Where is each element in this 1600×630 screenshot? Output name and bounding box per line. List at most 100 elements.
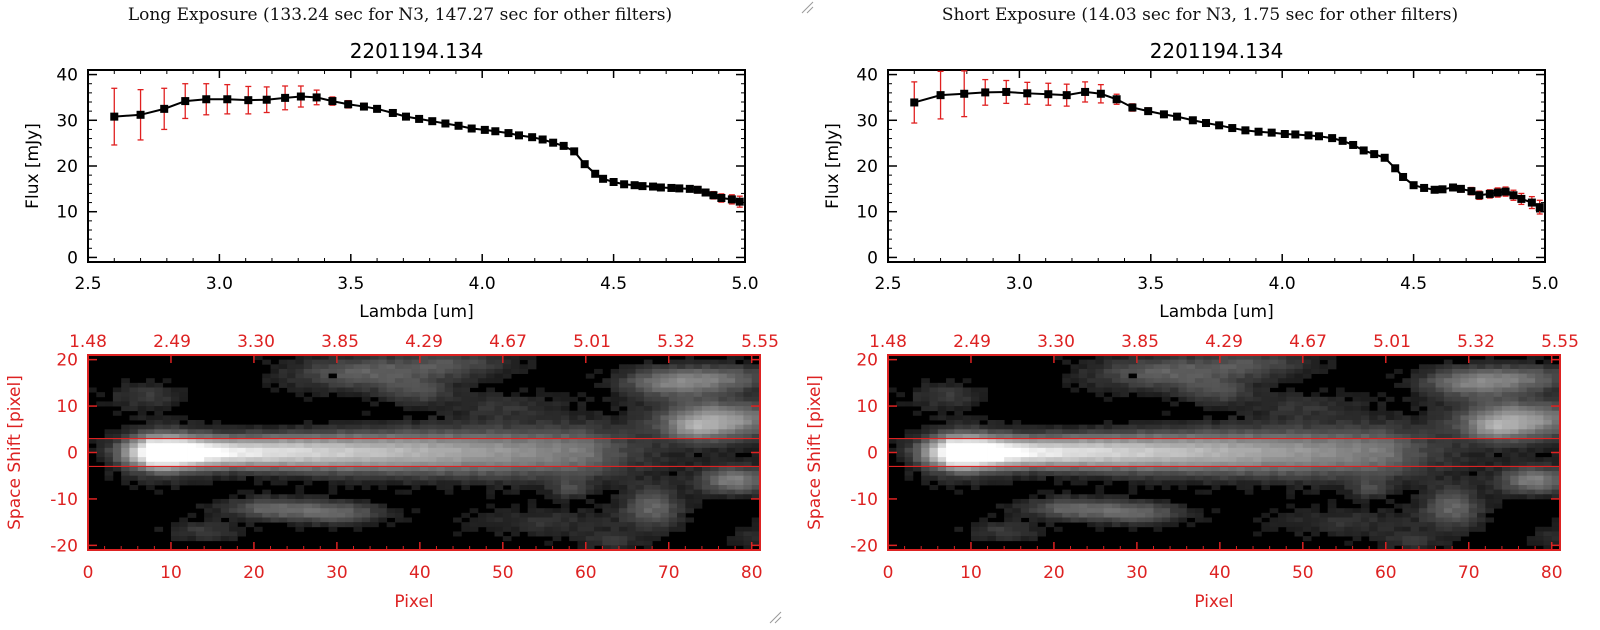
image-cell bbox=[660, 429, 670, 435]
image-cell bbox=[1468, 461, 1478, 467]
image-cell bbox=[1427, 378, 1436, 384]
image-cell bbox=[253, 508, 263, 514]
image-cell bbox=[361, 457, 371, 463]
image-cell bbox=[735, 415, 744, 421]
image-cell bbox=[552, 396, 562, 402]
image-cell bbox=[303, 396, 313, 402]
image-cell bbox=[419, 424, 429, 430]
image-cell bbox=[328, 475, 338, 481]
image-cell bbox=[204, 536, 213, 542]
image-cell bbox=[536, 420, 545, 426]
image-cell bbox=[195, 447, 205, 453]
image-cell bbox=[660, 433, 670, 439]
image-cell bbox=[1261, 420, 1271, 426]
image-cell bbox=[1277, 424, 1287, 430]
image-cell bbox=[1485, 498, 1495, 504]
image-cell bbox=[1427, 443, 1436, 449]
image-cell bbox=[328, 443, 338, 449]
image-cell bbox=[751, 466, 761, 472]
image-cell bbox=[1460, 396, 1470, 402]
image-cell bbox=[1327, 429, 1337, 435]
image-cell bbox=[552, 392, 562, 398]
image-cell bbox=[1261, 438, 1271, 444]
image-cell bbox=[1103, 387, 1113, 393]
image-cell bbox=[477, 438, 487, 444]
image-cell bbox=[1435, 382, 1445, 388]
image-cell bbox=[995, 452, 1005, 458]
image-cell bbox=[1244, 373, 1254, 379]
image-cell bbox=[610, 540, 620, 546]
image-cell bbox=[602, 531, 612, 537]
spectral-image: 0 10 20 30 40 50 60 70 801.48 2.49 3.30 3.85 4.29 4.6… bbox=[805, 332, 1579, 612]
image-cell bbox=[1501, 452, 1511, 458]
image-cell bbox=[137, 410, 147, 416]
image-cell bbox=[394, 396, 404, 402]
image-cell bbox=[403, 387, 412, 393]
data-point bbox=[630, 181, 639, 190]
image-cell bbox=[643, 406, 653, 412]
data-point bbox=[1456, 184, 1465, 193]
image-cell bbox=[577, 461, 587, 467]
image-cell bbox=[1452, 466, 1461, 472]
image-cell bbox=[1510, 480, 1519, 486]
image-cell bbox=[1443, 494, 1453, 500]
image-cell bbox=[204, 522, 213, 528]
image-cell bbox=[1477, 410, 1486, 416]
image-cell bbox=[1468, 378, 1478, 384]
image-cell bbox=[444, 485, 454, 491]
image-cell bbox=[461, 438, 471, 444]
image-cell bbox=[270, 429, 280, 435]
image-cell bbox=[428, 387, 437, 393]
image-cell bbox=[1078, 443, 1088, 449]
image-cell bbox=[1128, 359, 1138, 365]
data-point bbox=[1338, 136, 1347, 145]
image-cell bbox=[1443, 392, 1453, 398]
image-cell bbox=[270, 480, 280, 486]
image-cell bbox=[262, 457, 271, 463]
image-cell bbox=[627, 517, 636, 523]
image-cell bbox=[1178, 392, 1188, 398]
image-cell bbox=[370, 420, 379, 426]
image-cell bbox=[1161, 447, 1171, 453]
image-cell bbox=[970, 471, 980, 477]
image-cell bbox=[444, 401, 454, 407]
image-cell bbox=[1369, 452, 1378, 458]
image-cell bbox=[1485, 355, 1495, 361]
image-cell bbox=[1095, 512, 1105, 518]
image-cell bbox=[1468, 475, 1478, 481]
image-cell bbox=[618, 429, 628, 435]
image-cell bbox=[1452, 461, 1461, 467]
image-cell bbox=[1526, 420, 1536, 426]
image-cell bbox=[1062, 461, 1071, 467]
image-cell bbox=[1087, 364, 1096, 370]
image-cell bbox=[1253, 406, 1262, 412]
image-cell bbox=[370, 461, 379, 467]
image-cell bbox=[1360, 503, 1370, 509]
image-cell bbox=[370, 457, 379, 463]
image-cell bbox=[743, 387, 753, 393]
image-cell bbox=[1402, 420, 1412, 426]
image-cell bbox=[1062, 443, 1071, 449]
image-cell bbox=[577, 489, 587, 495]
image-cell bbox=[461, 406, 471, 412]
image-cell bbox=[1120, 424, 1129, 430]
image-cell bbox=[718, 485, 728, 491]
image-cell bbox=[519, 512, 529, 518]
image-cell bbox=[1029, 475, 1038, 481]
image-cell bbox=[1394, 438, 1403, 444]
image-cell bbox=[511, 526, 520, 532]
image-cell bbox=[1020, 508, 1030, 514]
image-cell bbox=[121, 387, 130, 393]
image-cell bbox=[1477, 387, 1486, 393]
image-cell bbox=[1253, 420, 1262, 426]
image-cell bbox=[137, 392, 147, 398]
image-cell bbox=[995, 461, 1005, 467]
image-cell bbox=[1062, 471, 1071, 477]
image-cell bbox=[1302, 452, 1312, 458]
image-cell bbox=[1336, 443, 1345, 449]
image-cell bbox=[162, 429, 172, 435]
image-cell bbox=[527, 531, 537, 537]
image-cell bbox=[511, 517, 520, 523]
image-cell bbox=[1078, 508, 1088, 514]
image-cell bbox=[146, 443, 155, 449]
